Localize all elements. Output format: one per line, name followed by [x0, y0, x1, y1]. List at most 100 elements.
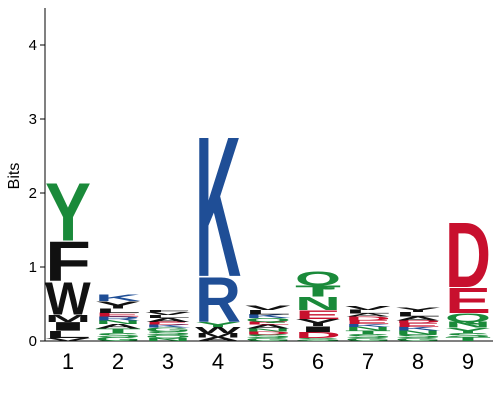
logo-letter: T: [345, 330, 392, 336]
y-axis-title: Bits: [6, 163, 23, 190]
logo-letter: G: [95, 336, 141, 342]
logo-letter: M: [195, 332, 241, 339]
logo-letter: I: [45, 319, 91, 333]
logo-letter: S: [445, 332, 491, 339]
logo-letter: A: [145, 317, 191, 323]
logo-letter: M: [45, 313, 91, 324]
logo-letter: N: [245, 328, 291, 333]
logo-letter: E: [445, 280, 491, 321]
logo-letter: Y: [195, 321, 241, 329]
logo-letter: G: [345, 337, 391, 342]
logo-letter: F: [145, 309, 191, 312]
x-tick-label: 6: [312, 349, 324, 374]
logo-letter: L: [395, 311, 441, 318]
logo-letter: N: [145, 337, 191, 342]
logo-letter: G: [245, 337, 291, 342]
logo-letter: Y: [395, 307, 441, 314]
logo-letter: N: [395, 330, 441, 336]
x-axis: 1 2 3 4 5 6 7 8 9: [45, 340, 493, 374]
x-tick-label: 9: [462, 349, 474, 374]
logo-letter: G: [395, 337, 441, 342]
logo-letter: V: [245, 304, 291, 311]
logo-letter: Y: [295, 317, 341, 328]
logo-letter: W: [45, 273, 91, 325]
logo-letter: Q: [245, 317, 291, 323]
logo-letter: A: [395, 316, 441, 322]
logo-letter: N: [295, 293, 341, 314]
logo-letter: R: [195, 265, 241, 336]
logo-letter: T: [445, 336, 492, 342]
logo-letter: T: [295, 283, 341, 300]
logo-letter: K: [345, 323, 392, 328]
logo-letter: F: [45, 231, 91, 294]
logo-letter: G: [145, 327, 191, 333]
logo-letter: V: [345, 305, 392, 311]
logo-letter: S: [95, 332, 141, 339]
logo-letter: A: [95, 323, 141, 330]
y-tick-label: 0: [29, 333, 37, 350]
logo-letter: Q: [145, 334, 191, 339]
logo-letter: L: [95, 307, 141, 314]
logo-letter: K: [95, 293, 141, 303]
x-tick-label: 3: [162, 349, 174, 374]
x-tick-label: 4: [212, 349, 224, 374]
logo-letter: N: [345, 326, 391, 332]
logo-letter: E: [95, 312, 141, 318]
logo-letter: D: [395, 320, 441, 325]
x-tick-label: 8: [412, 349, 424, 374]
logo-stacks: VLIMWFYGSTANRELYKNQSGKEALVFAMWYRKGSDNAEQ…: [45, 94, 492, 342]
logo-letter: A: [345, 313, 391, 318]
logo-letter: D: [345, 316, 391, 322]
logo-letter: S: [345, 334, 391, 340]
y-tick-label: 2: [29, 185, 37, 202]
y-axis: 0 1 2 3 4: [29, 8, 46, 350]
logo-letter: S: [145, 331, 191, 337]
logo-letter: Q: [445, 311, 491, 325]
logo-letter: S: [295, 337, 341, 342]
logo-letter: V: [145, 311, 192, 316]
x-tick-label: 2: [112, 349, 124, 374]
logo-letter: S: [395, 334, 441, 340]
logo-letter: D: [245, 331, 291, 336]
logo-letter: S: [245, 334, 291, 340]
y-tick-label: 1: [29, 259, 37, 276]
x-tick-label: 7: [362, 349, 374, 374]
y-tick-label: 4: [29, 37, 37, 54]
logo-letter: I: [295, 325, 341, 334]
logo-letter: D: [295, 331, 341, 340]
x-tick-label: 1: [62, 349, 74, 374]
logo-letter: Q: [295, 267, 341, 290]
logo-letter: N: [445, 320, 491, 329]
logo-letter: L: [245, 309, 291, 316]
logo-letter: Y: [45, 167, 91, 259]
logo-letter: K: [195, 94, 241, 319]
logo-letter: E: [245, 321, 291, 326]
logo-letter: L: [45, 329, 91, 340]
logo-letter: Y: [445, 327, 491, 335]
logo-letter: K: [245, 313, 292, 319]
logo-letter: K: [145, 324, 192, 329]
logo-letter: E: [345, 319, 391, 325]
logo-letter: R: [95, 316, 141, 322]
logo-letter: T: [95, 327, 142, 334]
logo-letter: D: [445, 203, 491, 307]
logo-letter: Y: [95, 299, 141, 310]
x-tick-label: 5: [262, 349, 274, 374]
logo-letter: K: [395, 326, 442, 332]
logo-letter: E: [395, 322, 441, 328]
y-tick-label: 3: [29, 111, 37, 128]
logo-letter: A: [245, 324, 291, 330]
logo-letter: L: [345, 309, 391, 315]
logo-letter: V: [45, 337, 92, 342]
logo-letter: N: [95, 319, 141, 325]
